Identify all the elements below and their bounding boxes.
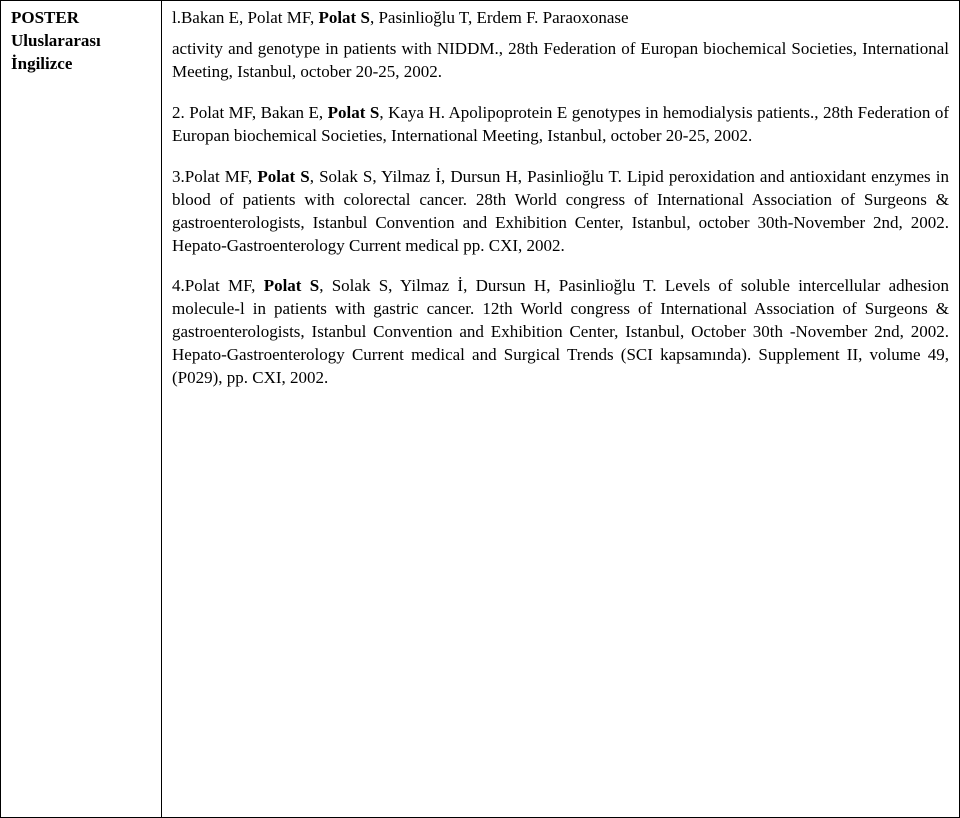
entry-1-gap: [172, 30, 949, 38]
entry-4: 4.Polat MF, Polat S, Solak S, Yilmaz İ, …: [172, 275, 949, 390]
entry-3-bold: Polat S: [257, 167, 309, 186]
entry-1-lead: l.Bakan E, Polat MF,: [172, 8, 318, 27]
category-language: İngilizce: [11, 53, 151, 76]
entry-1-body: activity and genotype in patients with N…: [172, 39, 949, 81]
entry-3-pre: 3.Polat MF,: [172, 167, 257, 186]
entry-1-bold: Polat S: [318, 8, 369, 27]
entry-1: l.Bakan E, Polat MF, Polat S, Pasinlioğl…: [172, 7, 949, 84]
entry-2: 2. Polat MF, Bakan E, Polat S, Kaya H. A…: [172, 102, 949, 148]
entry-4-bold: Polat S: [264, 276, 320, 295]
category-block: POSTER Uluslararası İngilizce: [11, 7, 151, 76]
left-cell: POSTER Uluslararası İngilizce: [1, 1, 162, 818]
entry-3: 3.Polat MF, Polat S, Solak S, Yilmaz İ, …: [172, 166, 949, 258]
category-poster: POSTER: [11, 7, 151, 30]
entry-1-post1: , Pasinlioğlu T, Erdem F. Paraoxonase: [370, 8, 629, 27]
entry-4-pre: 4.Polat MF,: [172, 276, 264, 295]
category-scope: Uluslararası: [11, 30, 151, 53]
content-table: POSTER Uluslararası İngilizce l.Bakan E,…: [0, 0, 960, 818]
right-cell: l.Bakan E, Polat MF, Polat S, Pasinlioğl…: [162, 1, 960, 818]
entry-2-bold: Polat S: [328, 103, 380, 122]
entry-2-pre: 2. Polat MF, Bakan E,: [172, 103, 328, 122]
